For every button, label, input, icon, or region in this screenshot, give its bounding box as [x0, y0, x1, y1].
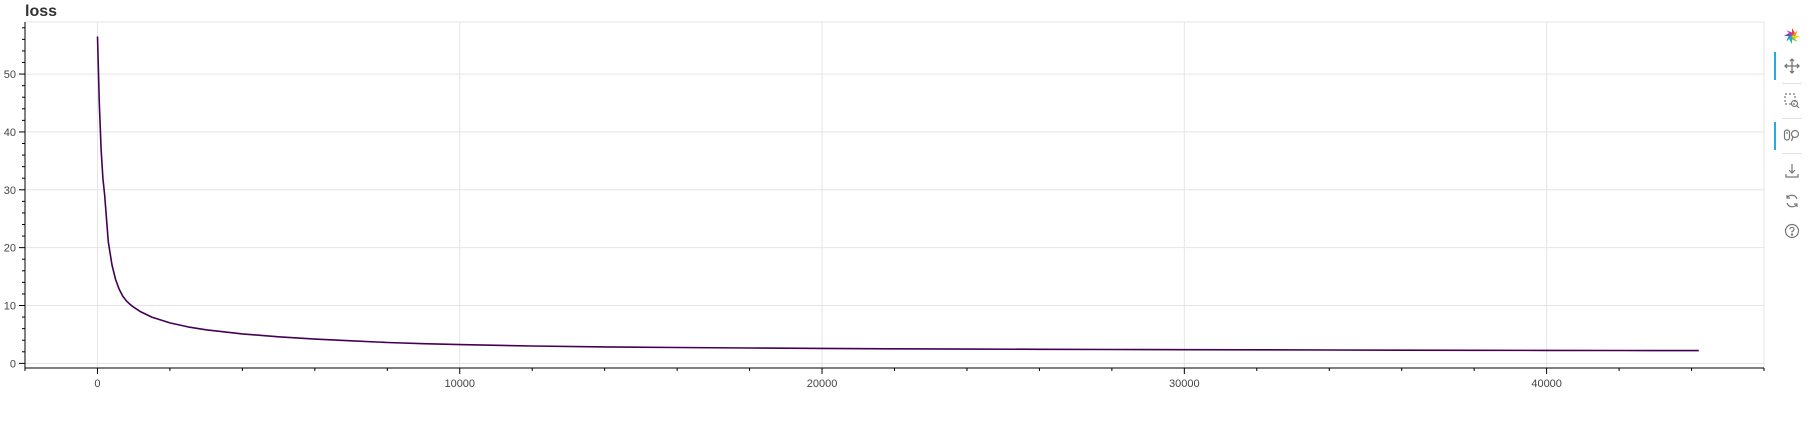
- pan-icon[interactable]: [1774, 52, 1806, 80]
- toolbar-separator: [1782, 83, 1802, 84]
- y-tick-label: 30: [4, 185, 16, 197]
- toolbar-separator: [1782, 118, 1802, 119]
- x-tick-label: 30000: [1169, 378, 1200, 390]
- box-zoom-icon[interactable]: [1778, 87, 1806, 115]
- y-tick-label: 10: [4, 301, 16, 313]
- wheel-zoom-icon[interactable]: [1774, 122, 1806, 150]
- y-axis-ticks: 0 10 20 30 40 50: [4, 27, 25, 370]
- loss-series-line: [96, 36, 1699, 352]
- bokeh-logo-icon[interactable]: [1778, 22, 1806, 50]
- y-tick-label: 0: [10, 358, 16, 370]
- chart-title: loss: [25, 3, 58, 20]
- series-layer: [96, 36, 1699, 352]
- x-tick-label: 10000: [444, 378, 475, 390]
- x-axis-ticks: 0 10000 20000 30000 40000: [24, 368, 1765, 390]
- y-tick-label: 50: [4, 69, 16, 81]
- grid: [25, 22, 1764, 368]
- x-tick-label: 0: [94, 378, 100, 390]
- save-icon[interactable]: [1778, 157, 1806, 185]
- help-icon[interactable]: [1778, 217, 1806, 245]
- reset-icon[interactable]: [1778, 187, 1806, 215]
- y-tick-label: 20: [4, 243, 16, 255]
- toolbar: [1774, 22, 1808, 247]
- toolbar-separator: [1782, 153, 1802, 154]
- x-tick-label: 40000: [1531, 378, 1562, 390]
- y-tick-label: 40: [4, 127, 16, 139]
- x-tick-label: 20000: [807, 378, 838, 390]
